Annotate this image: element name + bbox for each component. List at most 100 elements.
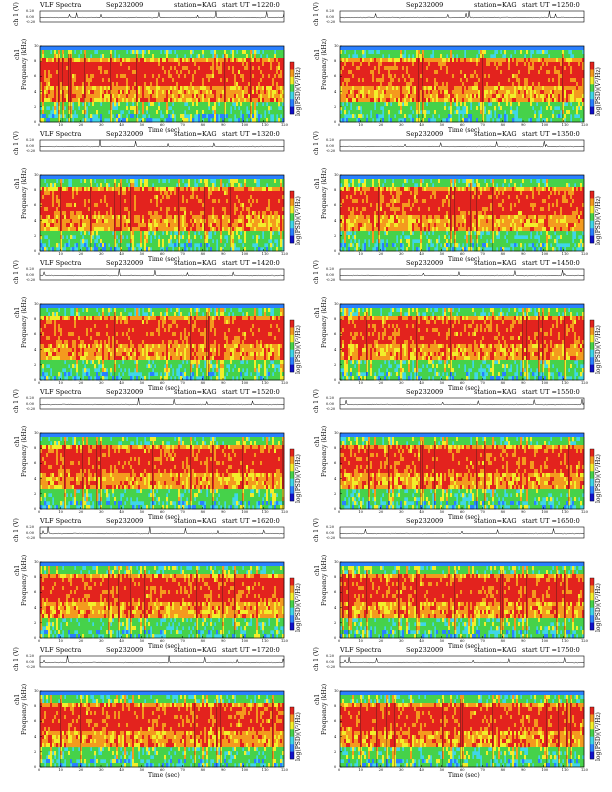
- time-tick-label: 60: [460, 510, 465, 514]
- time-tick-label: 100: [541, 510, 548, 514]
- channel-tag: ch1: [314, 694, 321, 705]
- time-tick-label: 20: [379, 381, 384, 385]
- colorbar-label: log(PSD)(V²/Hz): [295, 712, 302, 761]
- waveform-trace: [340, 398, 585, 406]
- freq-tick-label: 10: [34, 173, 39, 177]
- freq-tick-label: 6: [34, 332, 36, 336]
- waveform-strip: [39, 139, 285, 152]
- time-tick-label: 90: [521, 639, 526, 643]
- channel-tag: ch1: [14, 694, 21, 705]
- waveform-strip: [39, 397, 285, 410]
- time-tick-label: 10: [58, 768, 63, 772]
- time-max-label: 120: [281, 639, 288, 643]
- panel-date: Sep232009: [406, 131, 443, 138]
- waveform-tick-label: -0.20: [26, 407, 35, 411]
- freq-tick-label: 6: [34, 203, 36, 207]
- waveform-tick-label: 0.00: [26, 660, 34, 664]
- panel-plot: [39, 268, 295, 381]
- frequency-axis-label: Frequency (kHz): [21, 297, 28, 348]
- time-tick-label: 30: [399, 123, 404, 127]
- frequency-axis-label: Frequency (kHz): [321, 426, 328, 477]
- panel-start-time: start UT =1620:0: [222, 518, 280, 525]
- waveform-trace: [339, 269, 585, 277]
- spectrogram-image: [340, 691, 585, 768]
- time-max-label: 120: [281, 252, 288, 256]
- panel-start-time: start UT =1320:0: [222, 131, 280, 138]
- panel-plot: [39, 139, 295, 252]
- time-tick-label: 110: [562, 768, 569, 772]
- time-tick-label: 100: [241, 123, 248, 127]
- time-tick-label: 30: [99, 381, 104, 385]
- freq-tick-label: 10: [334, 431, 339, 435]
- waveform-strip: [339, 655, 585, 668]
- freq-tick-label: 8: [334, 704, 336, 708]
- freq-tick-label: 0: [334, 507, 336, 511]
- waveform-tick-label: 0.20: [326, 9, 334, 13]
- panel-start-time: start UT =1650:0: [522, 518, 580, 525]
- waveform-tick-label: -0.20: [26, 20, 35, 24]
- time-tick-label: 20: [379, 639, 384, 643]
- waveform-trace: [39, 139, 285, 148]
- spectrogram-panel: VLF Spectra Sep232009 station=KAG start UT …: [6, 647, 302, 779]
- waveform-trace: [39, 397, 285, 406]
- time-tick-label: 50: [140, 252, 145, 256]
- freq-tick-label: 2: [34, 363, 36, 367]
- time-tick-label: 10: [358, 639, 363, 643]
- time-tick-label: 60: [460, 639, 465, 643]
- waveform-tick-label: 0.00: [26, 144, 34, 148]
- time-tick-label: 100: [241, 768, 248, 772]
- waveform-tick-label: 0.20: [26, 525, 34, 529]
- time-tick-label: 100: [541, 768, 548, 772]
- freq-tick-label: 6: [34, 590, 36, 594]
- waveform-tick-label: 0.20: [326, 396, 334, 400]
- waveform-strip: [39, 10, 285, 23]
- time-max-label: 120: [281, 768, 288, 772]
- time-tick-label: 110: [262, 123, 269, 127]
- waveform-trace: [339, 140, 585, 148]
- freq-tick-label: 10: [334, 560, 339, 564]
- time-tick-label: 100: [241, 639, 248, 643]
- waveform-tick-label: 0.20: [326, 138, 334, 142]
- colorbar: [289, 448, 295, 502]
- spectrogram-image: [340, 175, 585, 252]
- panel-station: station=KAG: [474, 647, 517, 654]
- panel-title: VLF Spectra: [40, 647, 81, 654]
- channel-tag: ch1: [14, 49, 21, 60]
- time-tick-label: 90: [221, 123, 226, 127]
- time-tick-label: 60: [160, 768, 165, 772]
- waveform-tick-label: 0.20: [26, 9, 34, 13]
- panel-plot: [339, 655, 595, 768]
- freq-tick-label: 2: [34, 492, 36, 496]
- time-tick-label: 100: [241, 510, 248, 514]
- colorbar: [589, 577, 595, 631]
- frequency-axis-label: Frequency (kHz): [21, 555, 28, 606]
- time-tick-label: 0: [338, 381, 340, 385]
- time-tick-label: 10: [358, 768, 363, 772]
- time-axis-label: Time (sec): [448, 773, 480, 779]
- channel-tag: ch1: [314, 49, 321, 60]
- waveform-tick-label: 0.20: [326, 525, 334, 529]
- time-tick-label: 0: [38, 381, 40, 385]
- colorbar-label: log(PSD)(V²/Hz): [595, 712, 602, 761]
- frequency-axis-label: Frequency (kHz): [321, 555, 328, 606]
- time-tick-label: 0: [38, 510, 40, 514]
- colorbar: [589, 448, 595, 502]
- time-tick-label: 40: [419, 639, 424, 643]
- time-tick-label: 90: [221, 510, 226, 514]
- channel-tag: ch1: [14, 436, 21, 447]
- freq-tick-label: 2: [334, 750, 336, 754]
- waveform-tick-label: 0.00: [326, 273, 334, 277]
- time-tick-label: 20: [79, 381, 84, 385]
- time-tick-label: 10: [58, 123, 63, 127]
- spectrogram-panel: VLF Spectra Sep232009 station=KAG start UT …: [6, 131, 302, 263]
- time-tick-label: 60: [160, 639, 165, 643]
- time-tick-label: 50: [140, 510, 145, 514]
- time-tick-label: 20: [79, 252, 84, 256]
- time-tick-label: 80: [201, 381, 206, 385]
- time-tick-label: 70: [180, 768, 185, 772]
- time-tick-label: 40: [119, 381, 124, 385]
- colorbar-label: log(PSD)(V²/Hz): [595, 454, 602, 503]
- freq-tick-label: 4: [34, 348, 36, 352]
- colorbar-label: log(PSD)(V²/Hz): [595, 325, 602, 374]
- time-tick-label: 10: [358, 252, 363, 256]
